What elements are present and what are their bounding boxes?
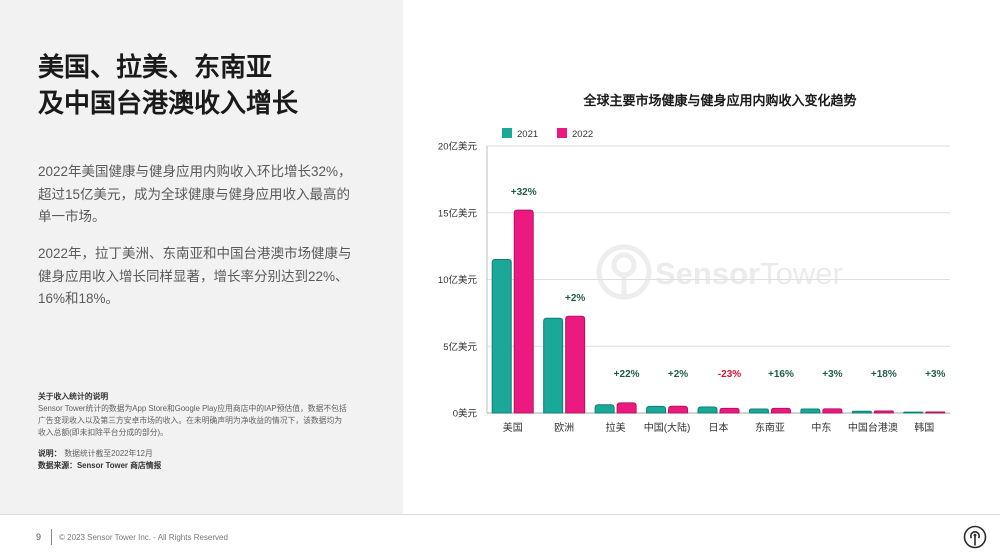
bar-2022 (822, 408, 843, 414)
legend-label-2022: 2022 (572, 129, 593, 140)
paragraph-line: 单一市场。 (38, 209, 106, 224)
chart-legend: 2021 2022 (502, 128, 593, 140)
legend-label-2021: 2021 (517, 129, 538, 140)
notes-heading: 关于收入统计的说明 (38, 392, 109, 401)
revenue-bar-chart: SensorTower 全球主要市场健康与健身应用内购收入变化趋势 2021 2… (438, 93, 950, 434)
bar-2021 (800, 408, 821, 414)
bar-2021 (491, 258, 512, 414)
growth-rate-label: +18% (871, 369, 897, 380)
page-number: 9 (36, 532, 42, 542)
bar-2022 (925, 411, 946, 414)
notes-line: 收入总额(即未扣除平台分成的部分)。 (38, 428, 168, 437)
category-label: 中国台港澳 (848, 421, 898, 434)
sensor-tower-watermark-icon (596, 244, 652, 300)
watermark-logo-text: SensorTower (655, 256, 843, 291)
category-label: 中东 (811, 421, 831, 434)
growth-rate-label: +3% (822, 369, 842, 380)
copyright-text: © 2023 Sensor Tower Inc. - All Rights Re… (59, 533, 228, 542)
sensor-tower-logo-icon (963, 525, 987, 549)
growth-rate-label: -23% (718, 369, 741, 380)
sensor-tower-watermark: SensorTower (596, 244, 843, 300)
paragraph-line: 超过15亿美元，成为全球健康与健身应用收入最高的 (38, 186, 351, 202)
bar-2022 (616, 402, 637, 414)
notes-line: Sensor Tower统计的数据为App Store和Google Play应… (38, 404, 347, 413)
bar-2021 (851, 410, 872, 414)
chart-title: 全球主要市场健康与健身应用内购收入变化趋势 (582, 93, 856, 108)
growth-rate-label: +32% (511, 187, 537, 198)
watermark-brand-part-1: Sensor (655, 256, 760, 291)
watermark-brand-part-2: Tower (760, 256, 843, 291)
bar-2021 (543, 317, 564, 414)
bar-2021 (646, 405, 667, 414)
bar-2022 (873, 410, 894, 414)
us-summary-paragraph: 2022年美国健康与健身应用内购收入环比增长32%， 超过15亿美元，成为全球健… (38, 161, 352, 229)
bar-2021 (748, 408, 769, 414)
y-tick-label: 5亿美元 (443, 341, 477, 353)
revenue-notes: 关于收入统计的说明 Sensor Tower统计的数据为App Store和Go… (38, 391, 347, 472)
growth-rate-label: +22% (614, 369, 640, 380)
category-label: 日本 (709, 421, 729, 434)
growth-rate-label: +3% (925, 369, 945, 380)
category-label: 韩国 (914, 421, 934, 434)
category-label: 欧洲 (554, 422, 574, 434)
category-label: 美国 (503, 421, 523, 434)
bar-2022 (565, 315, 586, 414)
growth-rate-label: +2% (668, 369, 688, 380)
data-source-note: 数据来源：Sensor Tower 商店情报 (38, 461, 162, 470)
paragraph-line: 2022年美国健康与健身应用内购收入环比增长32%， (38, 164, 352, 179)
bar-2022 (668, 405, 689, 414)
y-tick-label: 15亿美元 (438, 207, 478, 219)
slide-title: 美国、拉美、东南亚 及中国台港澳收入增长 (38, 49, 298, 121)
slide-title-line-2: 及中国台港澳收入增长 (38, 88, 299, 118)
bar-2022 (770, 407, 791, 414)
notes-spacer (38, 439, 347, 448)
legend-swatch-2021 (502, 128, 512, 138)
footer-separator (51, 529, 52, 545)
bar-2021 (903, 411, 924, 414)
paragraph-line: 16%和18%。 (38, 291, 120, 306)
slide-title-line-1: 美国、拉美、东南亚 (38, 52, 273, 82)
footer-divider (0, 514, 1000, 515)
chart-labels: 美国 +32% 欧洲 +2% 拉美 +22% 中国(大陆) +2% 日本 -23% 东南亚 +16% 中… (503, 187, 946, 434)
category-label: 东南亚 (755, 421, 785, 434)
y-tick-label: 10亿美元 (438, 274, 478, 286)
data-date-value: 数据统计截至2022年12月 (64, 449, 153, 458)
y-tick-label: 0美元 (453, 408, 478, 420)
data-date-note: 说明： 数据统计截至2022年12月 (38, 448, 347, 460)
bar-2021 (594, 404, 615, 414)
bar-2021 (697, 406, 718, 414)
chart-bars (491, 209, 946, 414)
chart-grid: 0美元 5亿美元 10亿美元 15亿美元 20亿美元 (438, 141, 950, 420)
data-date-label: 说明： (38, 449, 62, 458)
y-tick-label: 20亿美元 (438, 141, 478, 153)
growth-rate-label: +2% (565, 293, 585, 304)
bar-2022 (513, 209, 534, 414)
left-text-panel: 美国、拉美、东南亚 及中国台港澳收入增长 2022年美国健康与健身应用内购收入环… (0, 0, 403, 514)
bar-2022 (719, 407, 740, 414)
regional-growth-paragraph: 2022年，拉丁美洲、东南亚和中国台港澳市场健康与 健身应用收入增长同样显著，增… (38, 243, 352, 311)
category-label: 拉美 (606, 421, 626, 434)
paragraph-line: 健身应用收入增长同样显著，增长率分别达到22%、 (38, 268, 349, 284)
paragraph-line: 2022年，拉丁美洲、东南亚和中国台港澳市场健康与 (38, 246, 352, 261)
legend-swatch-2022 (557, 128, 567, 138)
growth-rate-label: +16% (768, 369, 794, 380)
notes-line: 广告变现收入以及第三方安卓市场的收入。在未明确声明为净收益的情况下，该数据均为 (38, 416, 343, 425)
category-label: 中国(大陆) (644, 421, 691, 434)
